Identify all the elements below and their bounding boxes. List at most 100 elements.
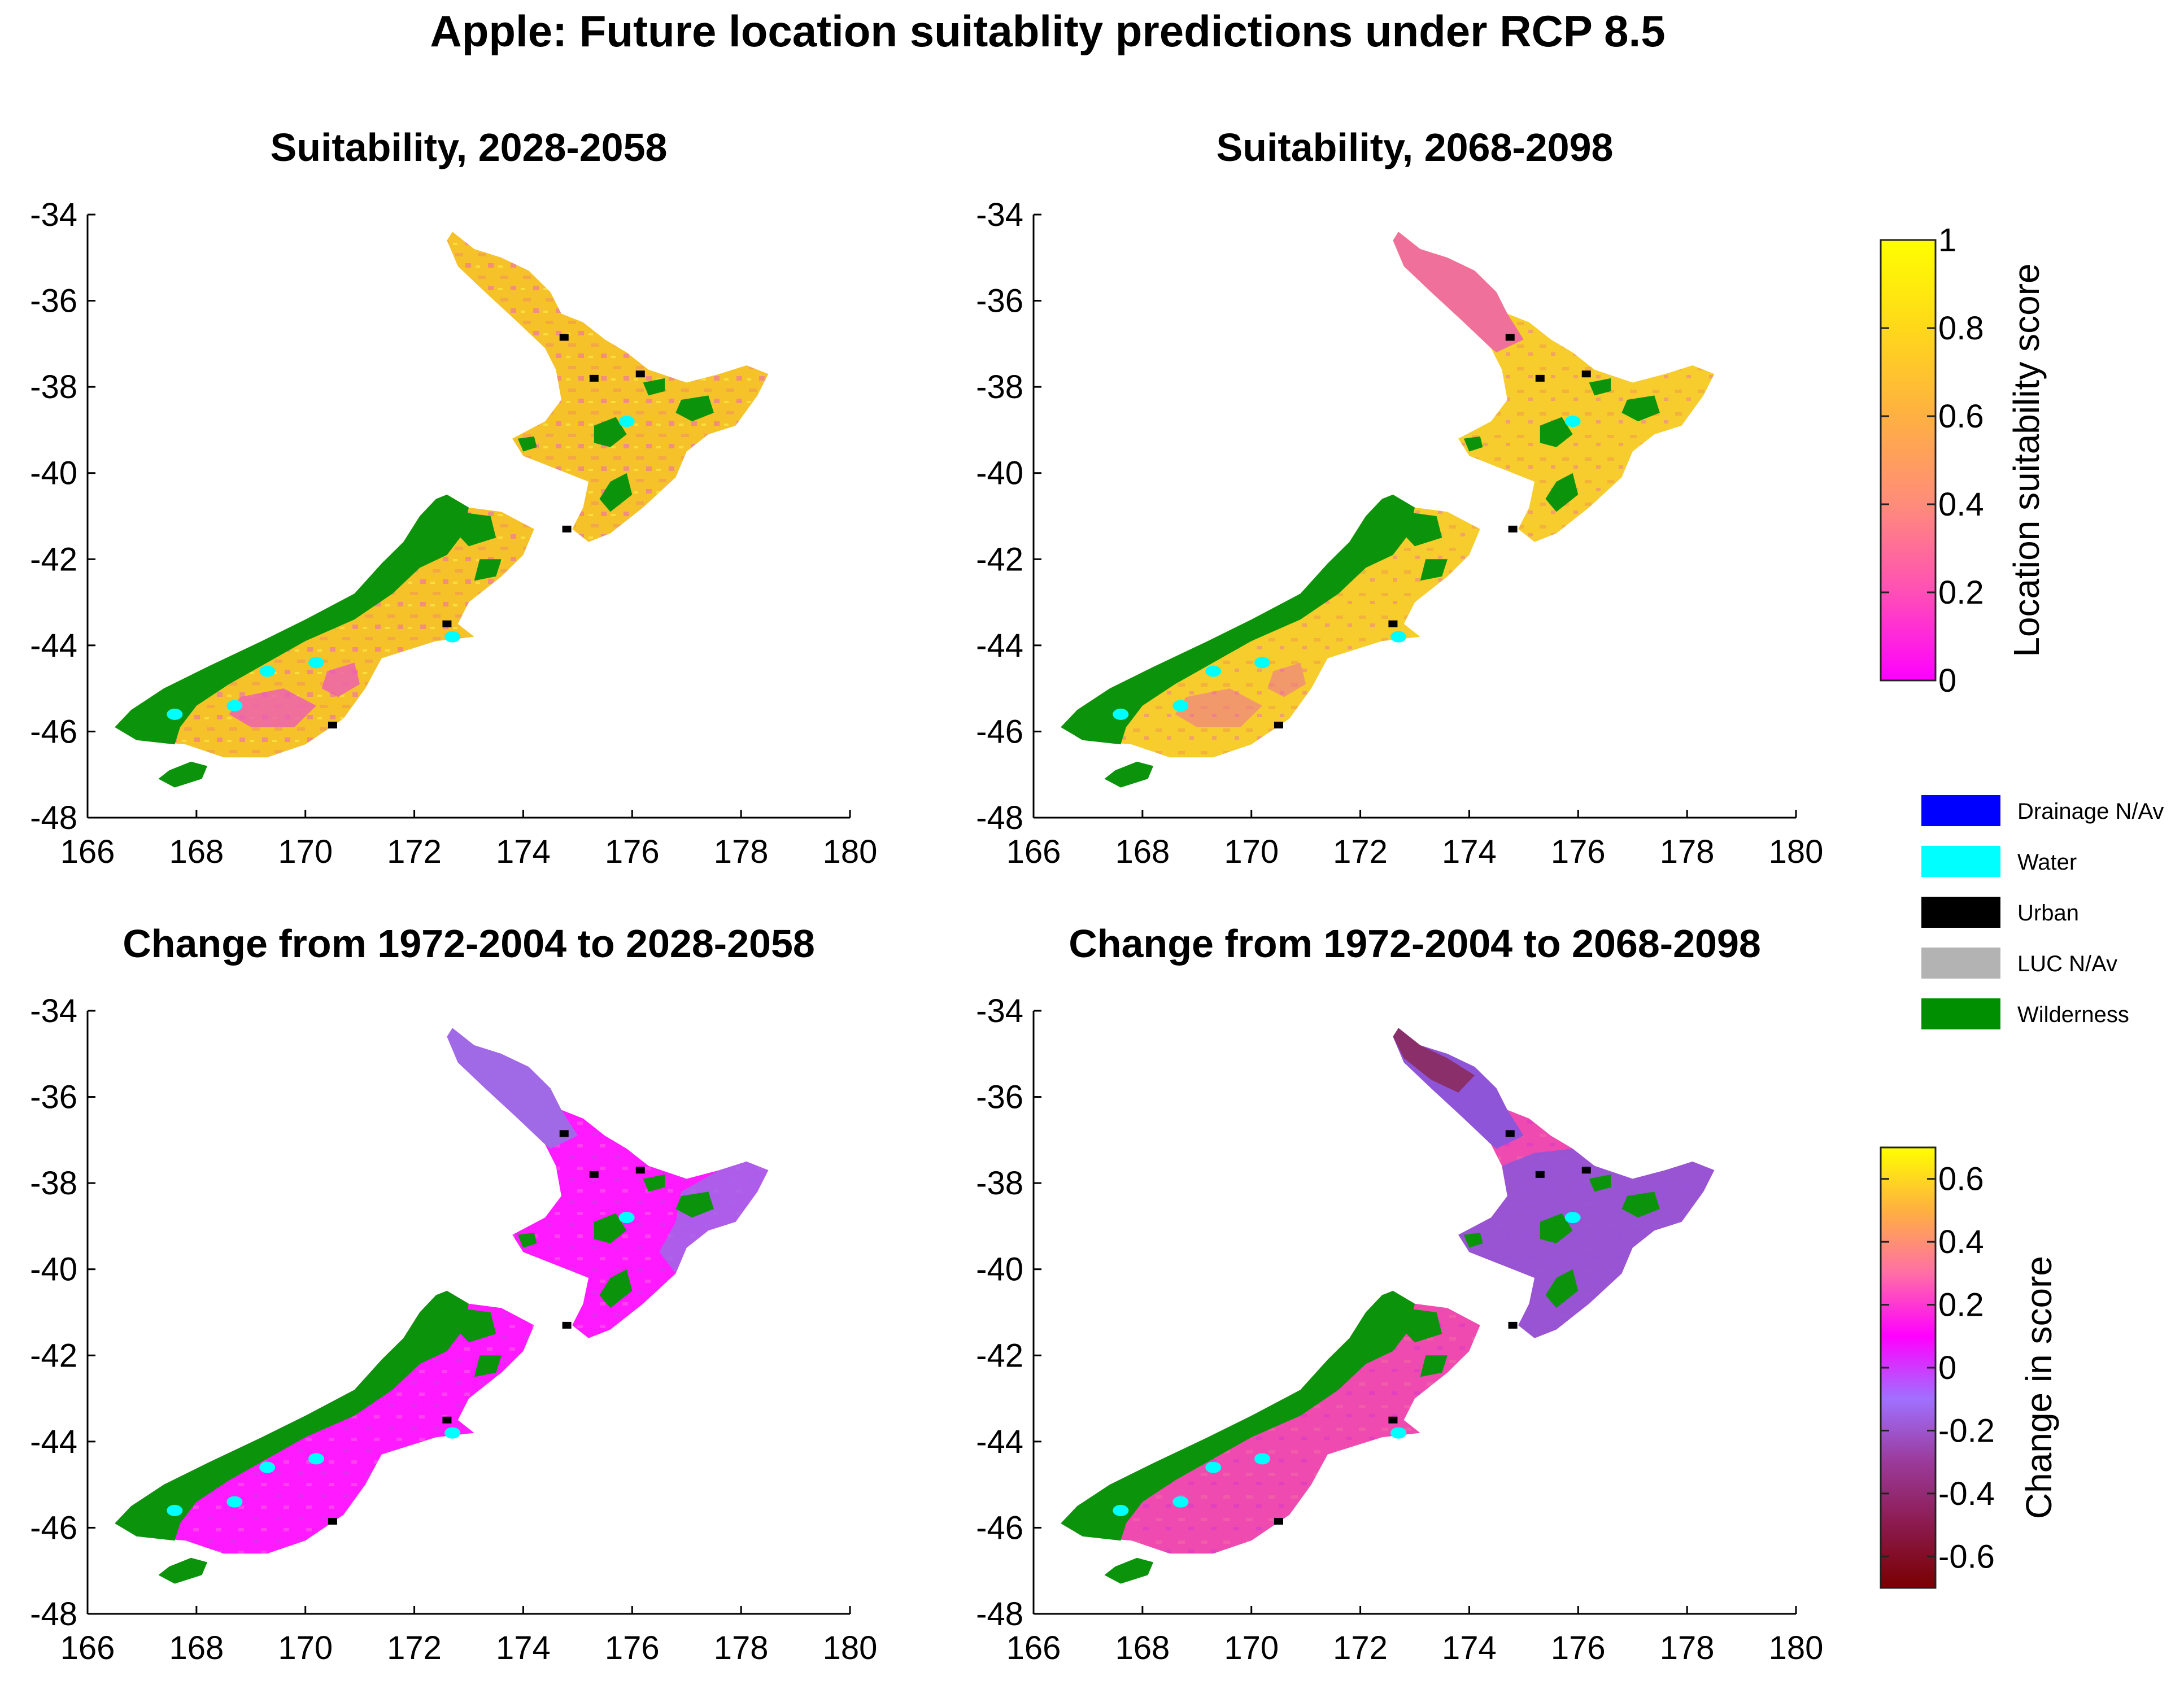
colorbar-tick-label: 0.6 <box>1938 1161 1984 1198</box>
wilderness-area <box>1398 1308 1442 1343</box>
y-tick-label: -48 <box>30 800 77 836</box>
urban-area <box>589 374 599 382</box>
legend-label: Drainage N/Av <box>2017 799 2164 824</box>
wilderness-area <box>1621 395 1660 422</box>
lake <box>1205 665 1222 677</box>
land-category-legend: Drainage N/Av Water Urban LUC N/Av Wildernes… <box>1921 795 2164 1029</box>
x-tick-label: 170 <box>278 833 333 870</box>
urban-area <box>562 525 572 532</box>
x-tick-label: 168 <box>1115 1630 1170 1666</box>
wilderness-area <box>675 395 714 422</box>
y-tick-label: -42 <box>30 1337 77 1374</box>
x-tick-label: 178 <box>1660 1630 1715 1666</box>
x-tick-label: 168 <box>1115 833 1170 870</box>
urban-area <box>1388 1416 1398 1424</box>
y-tick-label: -36 <box>976 283 1023 320</box>
urban-area <box>1505 1130 1515 1137</box>
wilderness-area <box>675 1191 714 1218</box>
wilderness-area <box>115 1290 469 1541</box>
low-suitability-area <box>229 688 316 727</box>
legend-label: Wilderness <box>2017 1002 2129 1027</box>
urban-area <box>1274 721 1283 728</box>
lake <box>1205 1461 1222 1473</box>
new-zealand-map <box>115 1028 769 1584</box>
lake <box>226 1496 243 1508</box>
north-island <box>447 232 769 542</box>
y-tick-label: -36 <box>30 283 77 320</box>
wilderness-area <box>115 494 469 745</box>
wilderness-area <box>643 378 665 396</box>
lake <box>1113 708 1129 720</box>
wilderness-area <box>452 1308 496 1343</box>
low-suitability-area <box>1267 662 1306 697</box>
panel-title: Change from 1972-2004 to 2068-2098 <box>1069 922 1761 966</box>
x-tick-label: 174 <box>496 1630 551 1666</box>
y-tick-label: -38 <box>976 1165 1023 1202</box>
x-tick-label: 166 <box>1006 833 1061 870</box>
figure-title: Apple: Future location suitablity predic… <box>430 6 1665 56</box>
legend-label: Urban <box>2017 901 2079 926</box>
x-tick-label: 176 <box>605 833 660 870</box>
y-tick-label: -40 <box>30 1251 77 1288</box>
y-tick-label: -46 <box>30 713 77 750</box>
urban-area <box>1581 1167 1591 1174</box>
urban-area <box>1505 334 1515 341</box>
x-tick-label: 180 <box>1769 833 1824 870</box>
colorbar-tick-label: -0.2 <box>1938 1412 1995 1449</box>
wilderness-area <box>599 473 633 512</box>
urban-area <box>1274 1517 1283 1525</box>
x-tick-label: 178 <box>714 1630 769 1666</box>
map-panel-1: Suitability, 2028-2058 166 168 170 172 174 176… <box>30 125 877 870</box>
wilderness-area <box>474 559 502 581</box>
urban-area <box>559 1130 569 1137</box>
x-tick-label: 166 <box>60 833 115 870</box>
y-tick-label: -34 <box>30 993 77 1029</box>
x-tick-label: 172 <box>1333 1630 1388 1666</box>
lake <box>618 1212 635 1224</box>
x-tick-label: 180 <box>823 1630 878 1666</box>
lake <box>1254 657 1270 669</box>
map-panel-4: Change from 1972-2004 to 2068-2098 166 168… <box>976 922 1823 1666</box>
lake <box>444 1427 461 1439</box>
x-tick-label: 180 <box>1769 1630 1824 1666</box>
urban-area <box>562 1321 572 1329</box>
wilderness-area <box>1540 417 1573 447</box>
urban-area <box>635 370 645 378</box>
stewart-island <box>158 1557 208 1584</box>
colorbar-tick-label: 0.6 <box>1938 398 1984 435</box>
y-tick-label: -38 <box>30 1165 77 1202</box>
x-tick-label: 178 <box>1660 833 1715 870</box>
y-tick-label: -44 <box>30 1424 77 1460</box>
urban-area <box>442 620 452 627</box>
urban-area <box>1508 525 1518 532</box>
northland-region <box>447 1028 578 1149</box>
panel-title: Suitability, 2028-2058 <box>271 125 668 169</box>
x-tick-label: 180 <box>823 833 878 870</box>
x-tick-label: 170 <box>1224 1630 1279 1666</box>
north-island-region <box>1458 1149 1715 1338</box>
panel-title: Change from 1972-2004 to 2028-2058 <box>123 922 815 966</box>
y-tick-label: -38 <box>30 369 77 405</box>
wilderness-area <box>599 1269 633 1308</box>
map-panel-2: Suitability, 2068-2098 166 168 170 172 174 176… <box>976 125 1823 870</box>
x-tick-label: 168 <box>169 833 224 870</box>
northland-region <box>1393 232 1524 353</box>
colorbar-tick-label: 0.2 <box>1938 1287 1984 1324</box>
suitability-colorbar-ticks: 1 0.8 0.6 0.4 0.2 0 <box>1881 222 1984 699</box>
lake <box>1390 1427 1407 1439</box>
x-tick-label: 166 <box>60 1630 115 1666</box>
legend-swatch <box>1921 795 2000 826</box>
lake <box>308 1453 324 1465</box>
lake <box>259 665 276 677</box>
y-tick-label: -40 <box>976 1251 1023 1288</box>
colorbar-tick-label: 0 <box>1938 662 1956 699</box>
lake <box>226 700 243 711</box>
wilderness-area <box>452 512 496 547</box>
colorbar-tick-label: 0.4 <box>1938 486 1984 523</box>
y-tick-label: -48 <box>30 1596 77 1632</box>
y-tick-label: -48 <box>976 1596 1023 1632</box>
stewart-island <box>1104 761 1154 788</box>
lake <box>1172 700 1189 711</box>
lake <box>1564 1212 1581 1224</box>
colorbar-tick-label: 1 <box>1938 222 1956 259</box>
